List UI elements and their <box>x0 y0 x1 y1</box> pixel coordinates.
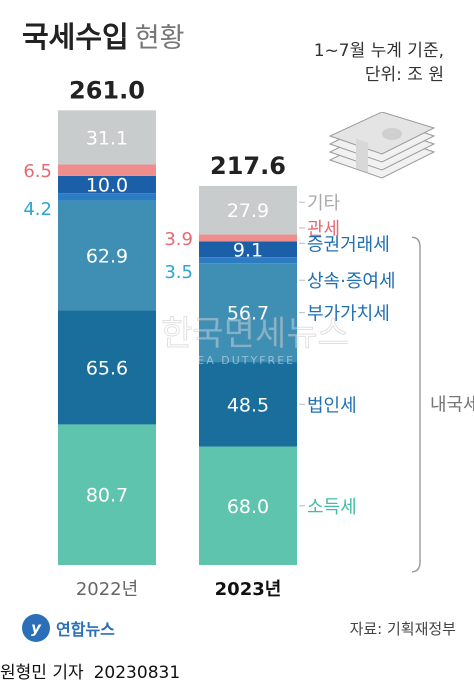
bar-segment <box>58 200 156 311</box>
title-light: 현황 <box>134 23 185 54</box>
small-segment-value-label: 3.5 <box>164 262 193 283</box>
segment-value-label: 65.6 <box>86 357 128 379</box>
bar-segment <box>199 446 297 565</box>
bar-segment <box>199 362 297 447</box>
legend-label: 상속·증여세 <box>307 271 396 292</box>
legend-label: 소득세 <box>307 497 357 518</box>
small-segment-value-label: 4.2 <box>23 199 52 220</box>
segment-value-label: 56.7 <box>227 303 269 325</box>
segment-value-label: 48.5 <box>227 394 269 416</box>
bar-total-label: 261.0 <box>69 76 145 104</box>
segment-value-label: 9.1 <box>233 239 263 261</box>
source-text: 자료: 기획재정부 <box>349 620 456 638</box>
bar-segment <box>58 193 156 201</box>
bar-segment <box>58 110 156 165</box>
reporter-name: 원형민 기자 <box>0 663 84 683</box>
legend-label: 부가가치세 <box>307 304 390 325</box>
publish-date: 20230831 <box>93 663 181 683</box>
bar-total-label: 217.6 <box>210 152 286 180</box>
yonhap-logo-text: 연합뉴스 <box>56 620 115 639</box>
x-tick-label: 2023년 <box>215 579 282 600</box>
segment-value-label: 80.7 <box>86 485 128 507</box>
basis-note: 1~7월 누계 기준, <box>313 41 444 61</box>
small-segment-value-label: 3.9 <box>164 229 193 250</box>
bar-segment <box>58 175 156 194</box>
watermark-text: 한국면세뉴스 <box>161 314 349 354</box>
small-segment-value-label: 6.5 <box>23 161 52 182</box>
segment-value-label: 27.9 <box>227 200 269 222</box>
legend-label: 관세 <box>307 219 340 240</box>
segment-value-label: 10.0 <box>86 175 128 197</box>
bracket-label: 내국세 <box>430 395 474 416</box>
chart-title: 국세수입 현황 <box>22 14 184 56</box>
segment-value-label: 68.0 <box>227 496 269 518</box>
bar-segment <box>199 263 297 363</box>
unit-note: 단위: 조 원 <box>364 65 444 85</box>
legend-label: 법인세 <box>307 395 357 416</box>
bracket-line <box>411 236 421 573</box>
money-bundle-icon <box>328 112 436 179</box>
bar-segment <box>58 164 156 176</box>
legend-label: 증권거래세 <box>307 234 390 255</box>
bar-segment <box>199 241 297 258</box>
title-bold: 국세수입 <box>22 20 129 54</box>
bar-segment <box>199 234 297 242</box>
bar-segment <box>199 257 297 264</box>
segment-value-label: 62.9 <box>86 245 128 267</box>
legend-label: 기타 <box>307 193 341 214</box>
bar-segment <box>199 185 297 235</box>
yonhap-logo-icon: y <box>22 614 50 642</box>
x-tick-label: 2022년 <box>76 579 138 600</box>
bar-segment <box>58 424 156 565</box>
credit-line: 원형민 기자 20230831 <box>0 658 180 683</box>
yonhap-logo: y 연합뉴스 <box>22 614 115 642</box>
watermark-subtext: KOREA DUTYFREE NEWS <box>168 354 341 367</box>
bar-segment <box>58 310 156 425</box>
segment-value-label: 31.1 <box>86 127 128 149</box>
